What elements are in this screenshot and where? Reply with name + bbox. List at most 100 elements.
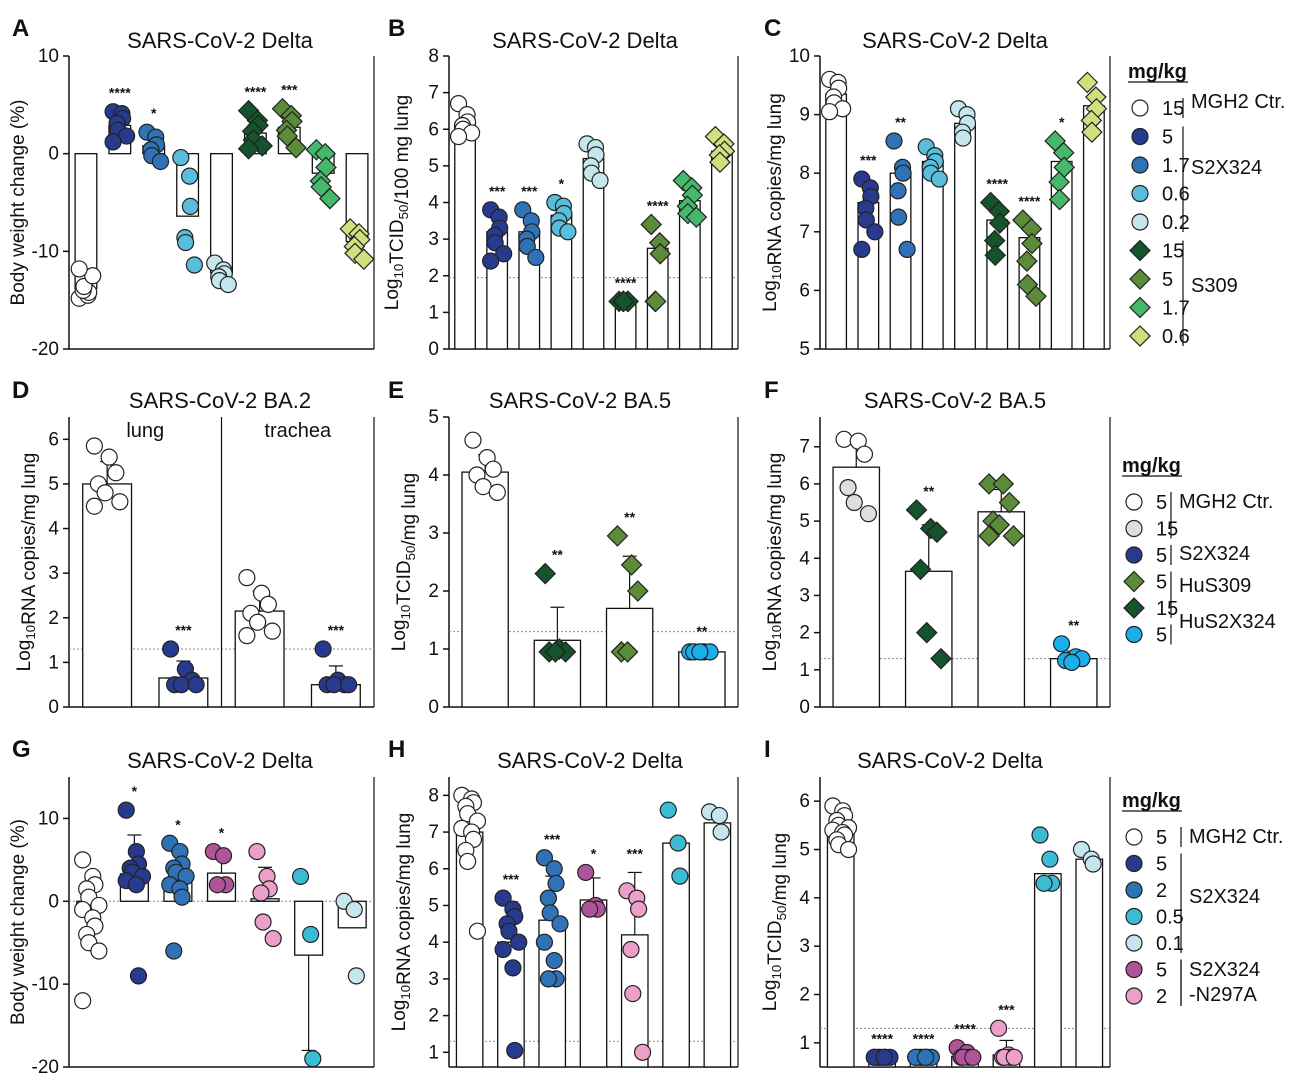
significance-label: *** — [175, 622, 192, 638]
data-point — [208, 876, 226, 894]
data-point — [506, 1041, 524, 1060]
data-point — [172, 676, 190, 694]
bar-group — [820, 70, 852, 350]
bar-group — [291, 867, 324, 1068]
data-point — [916, 1048, 935, 1066]
data-point — [181, 167, 199, 185]
bar — [703, 822, 732, 1068]
axis-label-part: Log — [760, 280, 781, 312]
data-point — [859, 505, 878, 523]
data-point — [259, 595, 277, 613]
panel-letter: B — [388, 15, 405, 42]
bar-group — [700, 803, 732, 1068]
data-point — [151, 152, 170, 171]
y-tick-label: 1 — [428, 639, 439, 660]
axis-label-part: /mg lung — [770, 833, 791, 906]
data-point — [285, 136, 307, 159]
y-axis-label: Log10TCID50/100 mg lung — [382, 95, 413, 310]
data-point — [495, 245, 513, 263]
data-point — [85, 497, 103, 515]
legend-bottom: mg/kg 5 5 2 0.5 0.1 5 2 MGH2 Ctr. S2X324 S2X324 -N2… — [1122, 790, 1283, 1008]
data-point — [915, 621, 938, 644]
data-point — [1021, 232, 1043, 255]
legend-dose: 15 — [1162, 241, 1184, 263]
y-tick-label: -20 — [32, 1057, 59, 1078]
data-point — [100, 448, 118, 466]
legend-dose: 1.7 — [1162, 155, 1190, 177]
legend-dose: 5 — [1156, 625, 1167, 647]
panel-A: A SARS-CoV-2 Delta -20 -10 0 10 Body weight ch… — [8, 15, 375, 360]
legend-marker — [1129, 239, 1151, 262]
legend-dose: 0.6 — [1162, 326, 1190, 348]
data-point — [162, 640, 180, 658]
bar-group: *** — [514, 183, 545, 350]
legend-group-label: S2X324 — [1191, 157, 1262, 179]
data-point — [117, 801, 135, 819]
bar — [1033, 873, 1062, 1068]
axis-label-part: Log — [389, 1000, 410, 1032]
data-point — [535, 933, 554, 951]
legend-marker — [1129, 268, 1151, 290]
y-tick-label: 2 — [428, 581, 439, 602]
bar-group — [70, 153, 102, 307]
significance-label: * — [175, 816, 181, 832]
y-tick-label: 7 — [428, 822, 439, 843]
data-point — [909, 558, 932, 581]
y-tick-label: 3 — [799, 585, 810, 606]
bar-group: * — [138, 105, 170, 171]
data-point — [644, 290, 667, 313]
y-tick-label: 1 — [428, 1042, 439, 1063]
legend-marker — [1131, 127, 1149, 146]
significance-label: ** — [923, 483, 934, 499]
data-point — [254, 913, 272, 931]
legend-marker — [1125, 987, 1143, 1005]
legend-group-label: MGH2 Ctr. — [1179, 491, 1273, 513]
legend-group-label: HuS2X324 — [1179, 611, 1276, 633]
data-point — [304, 1050, 322, 1068]
axis-label-part: RNA copies/mg lung — [394, 813, 415, 985]
bar-group: * — [577, 845, 608, 1068]
data-point — [691, 643, 709, 661]
bar-group — [578, 135, 609, 350]
legend-header: mg/kg — [1128, 61, 1187, 83]
data-point — [468, 922, 487, 940]
data-point — [494, 940, 512, 959]
bar-group — [74, 851, 108, 1010]
data-point — [238, 627, 256, 645]
significance-label: ** — [895, 114, 906, 130]
significance-label: * — [151, 105, 157, 121]
data-point — [1084, 855, 1102, 873]
y-tick-label: 2 — [48, 608, 59, 629]
bar-group — [977, 473, 1026, 708]
data-point — [96, 484, 114, 502]
region-label-lung: lung — [126, 420, 164, 442]
significance-label: *** — [627, 845, 644, 861]
bar — [82, 483, 133, 708]
legend-dose: 5 — [1156, 545, 1167, 567]
legend-group-label: -N297A — [1189, 984, 1257, 1006]
axis-label-part: RNA copies/mg lung — [765, 453, 786, 625]
data-point — [988, 513, 1011, 536]
legend-marker — [1123, 570, 1145, 593]
data-point — [238, 569, 256, 587]
y-tick-label: 4 — [48, 519, 59, 540]
axis-label-part: Log — [760, 980, 781, 1012]
bar-group: **** — [237, 84, 274, 160]
data-point — [484, 460, 502, 478]
y-tick-label: 10 — [789, 46, 810, 67]
legend-marker — [1129, 325, 1151, 347]
data-point — [1005, 1048, 1023, 1066]
legend-marker — [1125, 907, 1143, 926]
bar-group — [206, 153, 237, 294]
axis-label-part: Log — [760, 640, 781, 672]
panel-title: SARS-CoV-2 Delta — [127, 28, 314, 53]
y-tick-label: 1 — [48, 652, 59, 673]
y-tick-label: 0 — [48, 891, 59, 912]
panel-title: SARS-CoV-2 BA.5 — [864, 388, 1046, 413]
bar-group — [1031, 826, 1062, 1068]
data-point — [263, 622, 281, 640]
data-point — [535, 849, 554, 867]
y-tick-label: 6 — [48, 429, 59, 450]
data-point — [930, 647, 952, 670]
